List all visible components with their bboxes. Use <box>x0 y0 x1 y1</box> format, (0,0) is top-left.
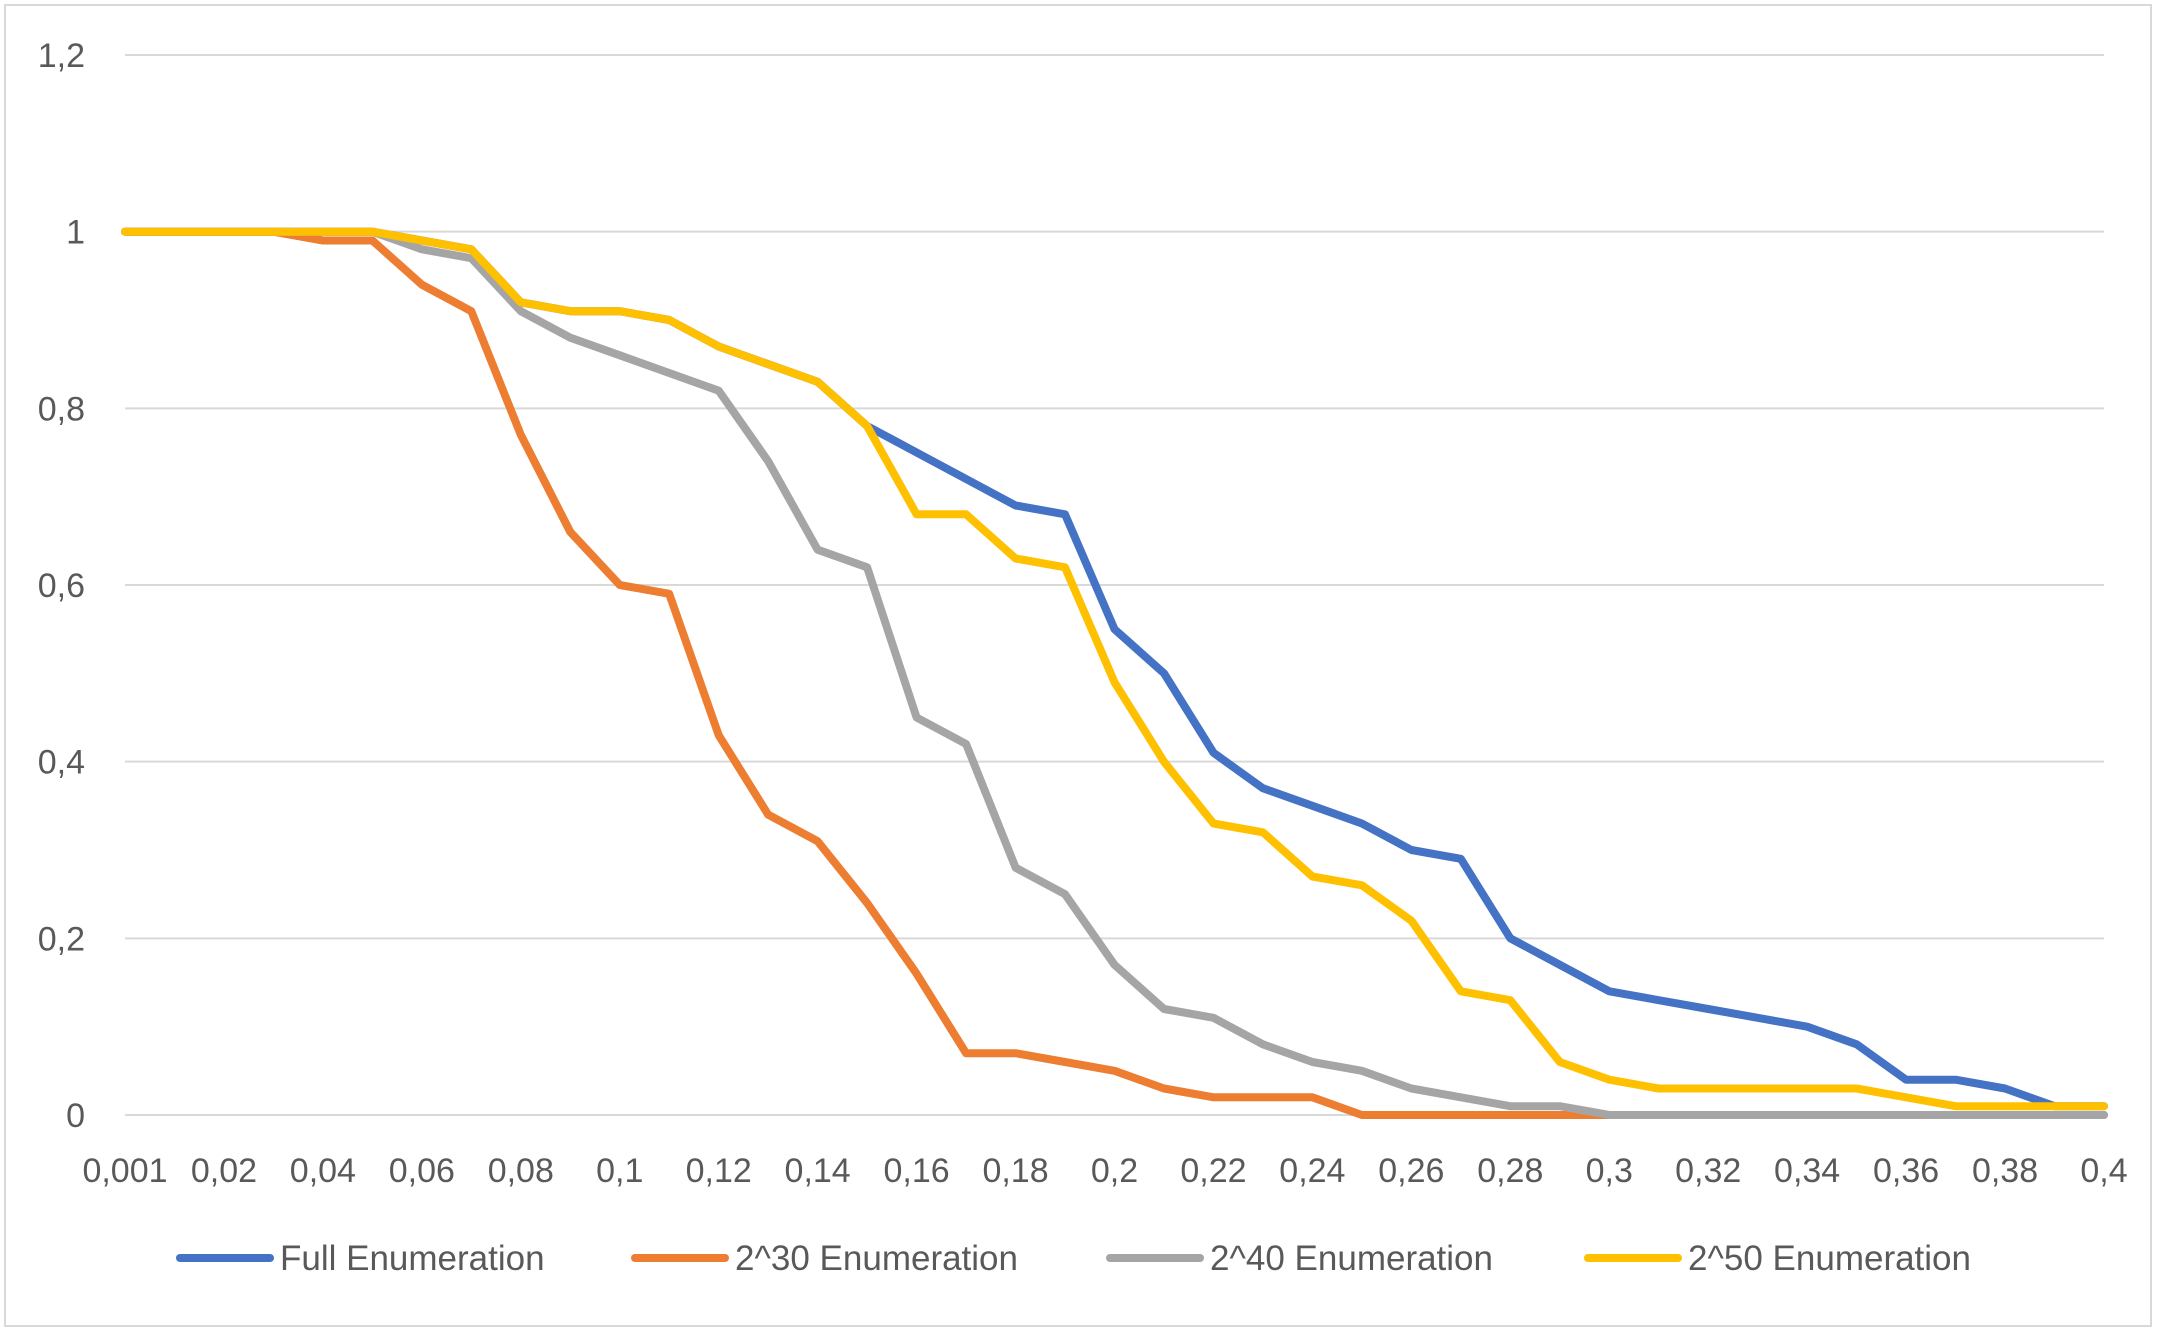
y-tick-label: 0,6 <box>38 567 85 605</box>
x-tick-label: 0,02 <box>191 1152 257 1190</box>
x-tick-label: 0,32 <box>1675 1152 1741 1190</box>
x-tick-label: 0,2 <box>1091 1152 1138 1190</box>
y-tick-label: 0 <box>66 1097 85 1135</box>
x-tick-label: 0,12 <box>686 1152 752 1190</box>
x-tick-label: 0,16 <box>884 1152 950 1190</box>
x-tick-label: 0,26 <box>1378 1152 1444 1190</box>
legend-label: 2^40 Enumeration <box>1210 1239 1493 1278</box>
x-tick-label: 0,3 <box>1586 1152 1633 1190</box>
legend: Full Enumeration 2^30 Enumeration 2^40 Enu… <box>176 1239 1971 1278</box>
x-axis-tick-labels: 0,001 0,02 0,04 0,06 0,08 0,1 0,12 0,14 0,16 0,18… <box>82 1152 2127 1190</box>
series-line-0 <box>121 227 2108 1111</box>
x-tick-label: 0,001 <box>82 1152 167 1190</box>
x-tick-label: 0,34 <box>1774 1152 1840 1190</box>
x-tick-label: 0,36 <box>1873 1152 1939 1190</box>
x-tick-label: 0,4 <box>2080 1152 2127 1190</box>
gridlines <box>125 54 2104 1116</box>
x-tick-label: 0,28 <box>1477 1152 1543 1190</box>
series-line-2 <box>121 227 2108 1119</box>
legend-label: 2^50 Enumeration <box>1688 1239 1971 1278</box>
series-line-3 <box>121 227 2108 1111</box>
x-tick-label: 0,24 <box>1279 1152 1345 1190</box>
y-tick-label: 1,2 <box>38 37 85 75</box>
x-tick-label: 0,04 <box>290 1152 356 1190</box>
y-tick-label: 0,8 <box>38 390 85 428</box>
chart-frame <box>4 4 2152 1327</box>
y-tick-label: 1 <box>66 214 85 252</box>
series-lines <box>121 227 2108 1119</box>
x-tick-label: 0,14 <box>785 1152 851 1190</box>
x-tick-label: 0,22 <box>1180 1152 1246 1190</box>
legend-label: Full Enumeration <box>280 1239 545 1278</box>
x-tick-label: 0,08 <box>488 1152 554 1190</box>
y-tick-label: 0,4 <box>38 744 85 782</box>
x-tick-label: 0,38 <box>1972 1152 2038 1190</box>
y-axis-tick-labels: 0 0,2 0,4 0,6 0,8 1 1,2 <box>38 37 85 1135</box>
x-tick-label: 0,06 <box>389 1152 455 1190</box>
x-tick-label: 0,18 <box>982 1152 1048 1190</box>
legend-label: 2^30 Enumeration <box>735 1239 1018 1278</box>
y-tick-label: 0,2 <box>38 920 85 958</box>
x-tick-label: 0,1 <box>596 1152 643 1190</box>
